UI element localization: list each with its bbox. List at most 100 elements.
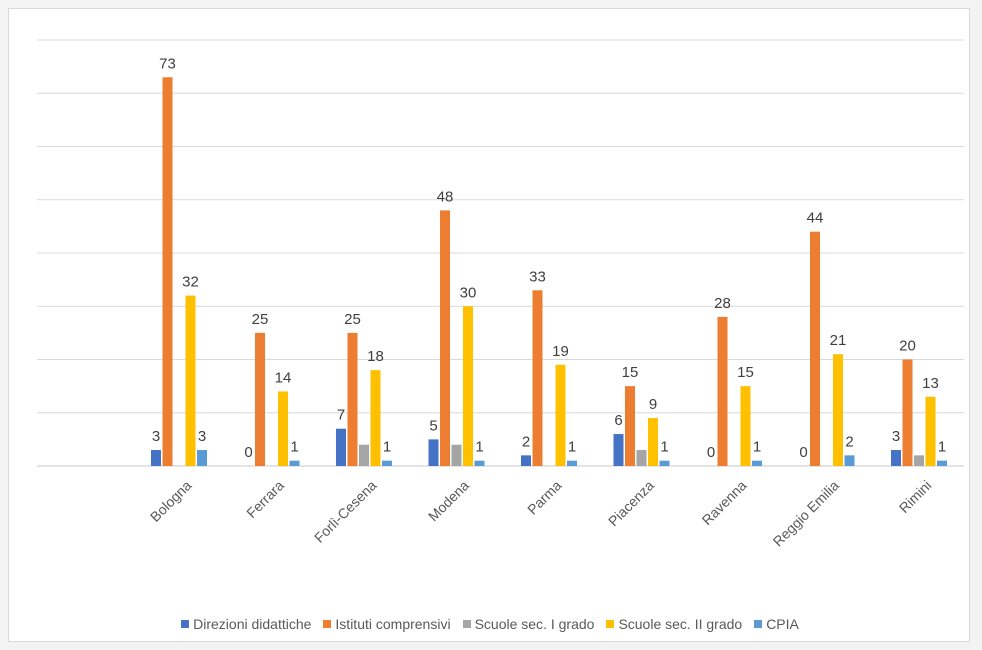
gridlines — [37, 39, 964, 467]
data-label: 14 — [275, 369, 292, 386]
bar — [463, 306, 473, 466]
bar — [555, 364, 566, 466]
data-label: 25 — [252, 311, 269, 328]
data-label: 2 — [845, 433, 853, 450]
legend-label: Direzioni didattiche — [193, 616, 312, 632]
bar — [162, 77, 173, 467]
bar — [844, 455, 855, 466]
data-label: 1 — [938, 439, 946, 456]
bar — [567, 460, 577, 466]
bar — [278, 391, 288, 466]
x-tick-label: Parma — [524, 477, 565, 518]
legend-swatch — [606, 620, 615, 628]
data-label: 48 — [437, 188, 454, 205]
data-label: 1 — [290, 439, 298, 456]
legend-label: CPIA — [766, 616, 799, 632]
legend-label: Istituti comprensivi — [335, 616, 451, 632]
bar — [659, 460, 670, 466]
legend-label: Scuole sec. I grado — [474, 616, 595, 632]
data-label: 3 — [892, 428, 900, 445]
legend-item: Scuole sec. I grado — [462, 616, 595, 632]
bar — [648, 418, 658, 466]
bar — [752, 460, 762, 466]
data-label: 21 — [830, 332, 847, 349]
bar — [185, 295, 196, 466]
bar — [451, 444, 462, 466]
data-label: 9 — [649, 396, 657, 413]
bar — [613, 434, 624, 466]
data-label: 28 — [714, 295, 731, 312]
bar — [914, 455, 924, 466]
data-label: 19 — [552, 343, 569, 360]
data-label: 2 — [522, 433, 530, 450]
bar — [833, 354, 843, 466]
data-label: 18 — [367, 348, 384, 365]
bar — [347, 332, 358, 466]
legend-item: CPIA — [754, 616, 799, 632]
x-tick-label: Piacenza — [605, 477, 657, 529]
data-label: 25 — [344, 311, 361, 328]
legend-item: Scuole sec. II grado — [606, 616, 742, 632]
bar — [891, 450, 901, 466]
data-label: 15 — [622, 364, 639, 381]
bars — [151, 77, 947, 467]
data-label: 1 — [475, 439, 483, 456]
data-label: 0 — [707, 444, 715, 461]
bar — [740, 386, 751, 466]
data-label: 73 — [159, 55, 176, 72]
legend: Direzioni didattiche Istituti comprensivi… — [9, 613, 971, 635]
bar — [474, 460, 485, 466]
bar — [289, 460, 300, 466]
data-label: 3 — [198, 428, 206, 445]
bar — [336, 428, 346, 466]
data-label: 1 — [383, 439, 391, 456]
data-label: 33 — [529, 268, 546, 285]
legend-label: Scuole sec. II grado — [618, 616, 743, 632]
bar — [532, 290, 543, 466]
data-label: 3 — [152, 428, 160, 445]
x-tick-labels: Bologna Ferrara Forlì-Cesena Modena Parma Pia… — [147, 477, 935, 550]
bar — [440, 210, 450, 466]
x-tick-label: Ravenna — [699, 477, 750, 528]
bar — [370, 370, 381, 466]
legend-swatch — [323, 620, 332, 628]
bar — [925, 396, 936, 466]
data-label: 1 — [568, 439, 576, 456]
bar — [521, 455, 531, 466]
data-label: 7 — [337, 407, 345, 424]
bar — [810, 231, 820, 466]
x-tick-label: Rimini — [896, 477, 935, 516]
data-label: 44 — [807, 210, 824, 227]
bar — [197, 450, 207, 466]
legend-swatch — [462, 620, 471, 628]
bar — [902, 359, 913, 466]
data-label: 1 — [660, 439, 668, 456]
legend-item: Direzioni didattiche — [181, 616, 311, 632]
legend-item: Istituti comprensivi — [323, 616, 451, 632]
x-tick-label: Bologna — [147, 477, 195, 525]
bar — [382, 460, 392, 466]
bar — [359, 444, 369, 466]
x-tick-label: Modena — [425, 477, 472, 524]
chart-frame: 3 73 32 3 0 25 14 1 7 25 18 1 5 48 30 1 2 33 19 1 6 15 9 1 0 28 15… — [8, 8, 970, 642]
bar — [255, 332, 265, 466]
data-label: 5 — [429, 417, 437, 434]
data-label: 32 — [182, 274, 199, 291]
data-label: 0 — [244, 444, 252, 461]
data-label: 0 — [799, 444, 807, 461]
data-label: 13 — [922, 375, 939, 392]
bar — [937, 460, 947, 466]
bar — [428, 439, 439, 466]
data-label: 15 — [737, 364, 754, 381]
data-label: 1 — [753, 439, 761, 456]
bar — [625, 386, 635, 466]
legend-swatch — [754, 620, 763, 628]
legend-swatch — [181, 620, 190, 628]
x-tick-label: Reggio Emilia — [770, 477, 843, 550]
bar — [717, 316, 728, 466]
bar — [151, 450, 161, 466]
data-label: 30 — [460, 284, 477, 301]
bar — [636, 450, 647, 466]
